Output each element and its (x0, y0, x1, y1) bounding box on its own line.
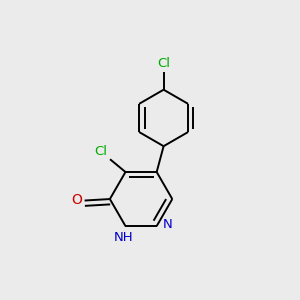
Text: N: N (163, 218, 173, 231)
Text: O: O (71, 193, 82, 207)
Text: Cl: Cl (157, 57, 170, 70)
Text: NH: NH (114, 231, 134, 244)
Text: Cl: Cl (94, 145, 107, 158)
